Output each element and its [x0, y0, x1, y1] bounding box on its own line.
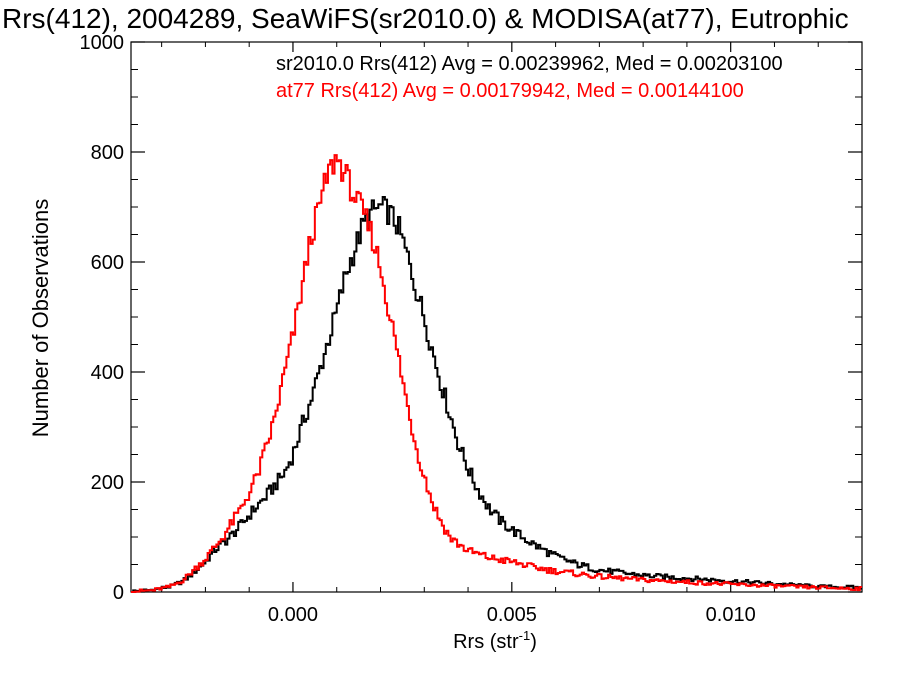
x-tick-label-0: 0.000: [268, 604, 318, 626]
x-axis-label-close: ): [530, 631, 537, 653]
legend-entry-sr2010: sr2010.0 Rrs(412) Avg = 0.00239962, Med …: [276, 53, 783, 75]
y-axis-label: Number of Observations: [28, 199, 53, 437]
y-tick-label-2: 400: [91, 362, 124, 384]
x-axis-label-text: Rrs (str: [453, 631, 519, 653]
x-tick-label-2: 0.010: [706, 604, 756, 626]
x-axis-label-superscript: -1: [519, 628, 531, 643]
y-tick-label-1: 200: [91, 472, 124, 494]
legend-entry-at77: at77 Rrs(412) Avg = 0.00179942, Med = 0.…: [276, 80, 744, 102]
x-tick-label-1: 0.005: [487, 604, 537, 626]
chart-title: Rrs(412), 2004289, SeaWiFS(sr2010.0) & M…: [2, 3, 849, 34]
x-axis-label: Rrs (str-1): [453, 628, 537, 653]
y-tick-label-4: 800: [91, 142, 124, 164]
y-tick-label-0: 0: [113, 582, 124, 604]
y-tick-label-5: 1000: [80, 32, 125, 54]
y-tick-label-3: 600: [91, 252, 124, 274]
plot-frame: [130, 41, 863, 593]
series-line-sr2010-0: [131, 195, 862, 593]
series-line-at77: [131, 154, 862, 593]
